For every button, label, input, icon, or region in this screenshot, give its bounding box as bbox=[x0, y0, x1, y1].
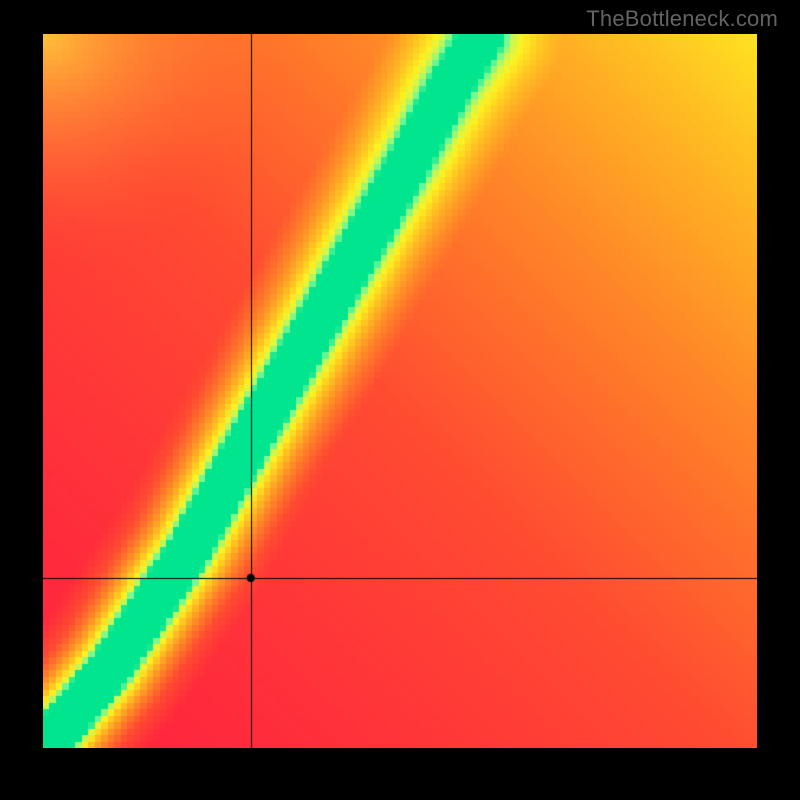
watermark: TheBottleneck.com bbox=[586, 6, 778, 32]
bottleneck-heatmap bbox=[43, 34, 757, 748]
